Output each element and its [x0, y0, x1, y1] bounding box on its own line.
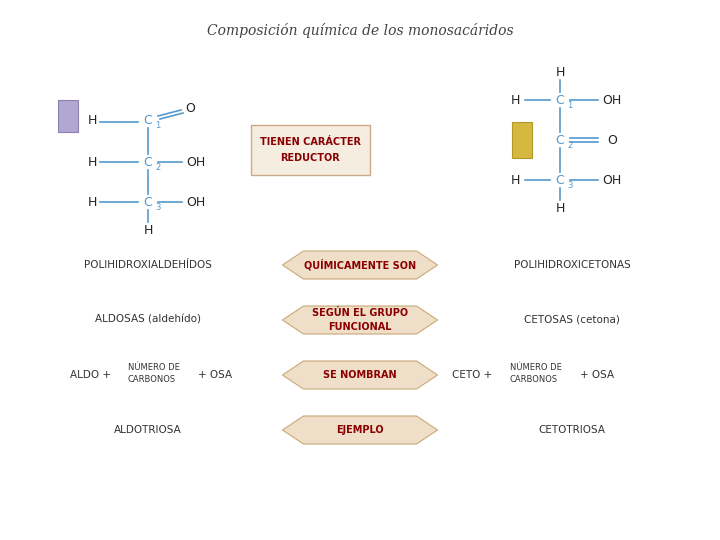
Text: ALDO +: ALDO + — [70, 370, 111, 380]
Text: 3: 3 — [567, 180, 572, 190]
Text: O: O — [607, 133, 617, 146]
Bar — [512, 122, 532, 158]
Text: OH: OH — [603, 173, 621, 186]
Text: REDUCTOR: REDUCTOR — [280, 153, 340, 163]
Text: POLIHIDROXICETONAS: POLIHIDROXICETONAS — [513, 260, 631, 270]
Text: C: C — [556, 173, 564, 186]
Text: + OSA: + OSA — [198, 370, 232, 380]
Text: O: O — [185, 102, 195, 114]
Text: 1: 1 — [567, 100, 572, 110]
Text: SEGÚN EL GRUPO: SEGÚN EL GRUPO — [312, 308, 408, 318]
Text: H: H — [510, 93, 520, 106]
Text: C: C — [556, 133, 564, 146]
Text: Composición química de los monosacáridos: Composición química de los monosacáridos — [207, 23, 513, 37]
Text: TIENEN CARÁCTER: TIENEN CARÁCTER — [259, 137, 361, 147]
Bar — [58, 100, 78, 132]
Text: C: C — [143, 195, 153, 208]
Text: FUNCIONAL: FUNCIONAL — [328, 322, 392, 332]
FancyBboxPatch shape — [251, 125, 369, 175]
Text: EJEMPLO: EJEMPLO — [336, 425, 384, 435]
Text: 3: 3 — [156, 202, 161, 212]
Text: ALDOSAS (aldehído): ALDOSAS (aldehído) — [95, 315, 201, 325]
Text: H: H — [87, 156, 96, 168]
Text: H: H — [510, 173, 520, 186]
Text: 1: 1 — [156, 120, 161, 130]
Polygon shape — [282, 416, 438, 444]
Text: SE NOMBRAN: SE NOMBRAN — [323, 370, 397, 380]
Text: C: C — [556, 93, 564, 106]
Text: + OSA: + OSA — [580, 370, 614, 380]
Text: NÚMERO DE: NÚMERO DE — [128, 362, 180, 372]
Text: POLIHIDROXIALDEHÍDOS: POLIHIDROXIALDEHÍDOS — [84, 260, 212, 270]
Text: ALDOTRIOSA: ALDOTRIOSA — [114, 425, 182, 435]
Text: H: H — [555, 201, 564, 214]
Text: QUÍMICAMENTE SON: QUÍMICAMENTE SON — [304, 259, 416, 271]
Text: H: H — [143, 224, 153, 237]
Text: NÚMERO DE: NÚMERO DE — [510, 362, 562, 372]
Text: 2: 2 — [156, 163, 161, 172]
Text: OH: OH — [186, 156, 206, 168]
Text: H: H — [87, 113, 96, 126]
Polygon shape — [282, 251, 438, 279]
Text: C: C — [143, 156, 153, 168]
Text: 2: 2 — [567, 140, 572, 150]
Text: CETO +: CETO + — [452, 370, 492, 380]
Text: H: H — [555, 65, 564, 78]
Text: OH: OH — [603, 93, 621, 106]
Polygon shape — [282, 306, 438, 334]
Text: CARBONOS: CARBONOS — [128, 375, 176, 383]
Text: CETOTRIOSA: CETOTRIOSA — [539, 425, 606, 435]
Text: CARBONOS: CARBONOS — [510, 375, 558, 383]
Polygon shape — [282, 361, 438, 389]
Text: C: C — [143, 113, 153, 126]
Text: CETOSAS (cetona): CETOSAS (cetona) — [524, 315, 620, 325]
Text: H: H — [87, 195, 96, 208]
Text: OH: OH — [186, 195, 206, 208]
